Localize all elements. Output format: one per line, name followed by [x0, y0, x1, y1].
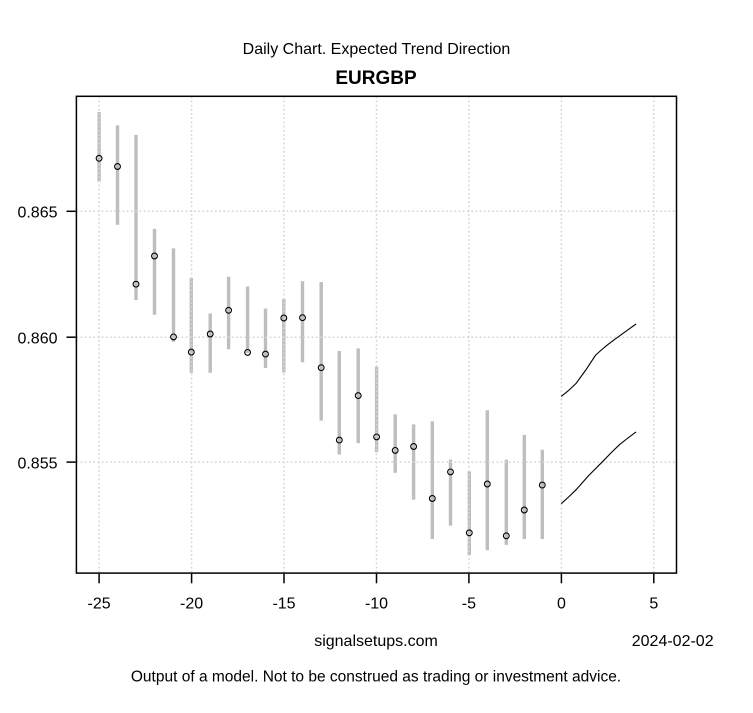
- svg-text:0.865: 0.865: [17, 205, 57, 222]
- svg-text:-15: -15: [272, 596, 295, 613]
- svg-text:-25: -25: [88, 596, 111, 613]
- svg-text:Daily Chart. Expected Trend Di: Daily Chart. Expected Trend Direction: [243, 41, 511, 58]
- svg-text:EURGBP: EURGBP: [335, 68, 417, 89]
- svg-text:0.860: 0.860: [17, 330, 57, 347]
- svg-text:Output of a model. Not to be c: Output of a model. Not to be construed a…: [131, 669, 621, 686]
- svg-text:-10: -10: [365, 596, 388, 613]
- svg-text:0.855: 0.855: [17, 455, 57, 472]
- svg-text:0: 0: [557, 596, 566, 613]
- svg-text:-20: -20: [180, 596, 203, 613]
- svg-text:5: 5: [649, 596, 658, 613]
- svg-text:-5: -5: [462, 596, 476, 613]
- svg-text:signalsetups.com: signalsetups.com: [314, 633, 438, 650]
- svg-text:2024-02-02: 2024-02-02: [632, 633, 714, 650]
